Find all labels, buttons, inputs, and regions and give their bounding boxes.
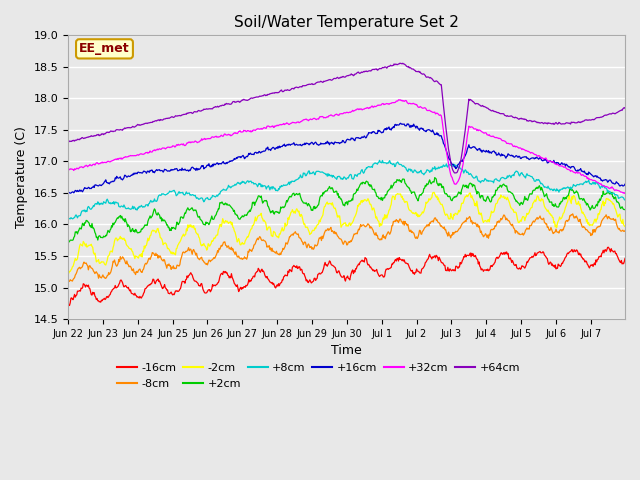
-8cm <box>280 245 288 251</box>
+2cm <box>621 207 629 213</box>
Line: +64cm: +64cm <box>68 63 625 173</box>
+2cm <box>436 182 444 188</box>
-16cm <box>131 292 138 298</box>
-8cm <box>621 228 629 233</box>
-2cm <box>131 253 138 259</box>
Line: +16cm: +16cm <box>68 123 625 194</box>
Title: Soil/Water Temperature Set 2: Soil/Water Temperature Set 2 <box>234 15 459 30</box>
+32cm <box>232 131 239 136</box>
+64cm <box>260 93 268 98</box>
-2cm <box>430 190 438 195</box>
+16cm <box>397 120 404 126</box>
-16cm <box>436 256 444 262</box>
Line: +2cm: +2cm <box>68 178 625 243</box>
Line: -8cm: -8cm <box>68 214 625 283</box>
Line: -16cm: -16cm <box>68 247 625 305</box>
+32cm <box>620 191 628 196</box>
+16cm <box>280 141 288 147</box>
+16cm <box>436 133 444 139</box>
-8cm <box>435 220 443 226</box>
-16cm <box>604 244 612 250</box>
+2cm <box>232 211 239 217</box>
+64cm <box>129 124 137 130</box>
-8cm <box>404 222 412 228</box>
-2cm <box>260 217 268 223</box>
Line: +32cm: +32cm <box>68 100 625 193</box>
-2cm <box>233 235 241 241</box>
+8cm <box>621 197 629 203</box>
-2cm <box>64 270 72 276</box>
+64cm <box>64 140 72 145</box>
-16cm <box>64 301 72 307</box>
-2cm <box>404 206 412 212</box>
+8cm <box>65 216 72 222</box>
+16cm <box>404 121 412 127</box>
Y-axis label: Temperature (C): Temperature (C) <box>15 126 28 228</box>
+8cm <box>436 165 444 170</box>
+2cm <box>404 184 412 190</box>
-8cm <box>129 266 137 272</box>
+16cm <box>232 156 239 162</box>
+8cm <box>406 167 413 173</box>
+8cm <box>260 183 268 189</box>
+64cm <box>436 81 444 87</box>
+8cm <box>282 182 289 188</box>
-16cm <box>66 302 74 308</box>
+2cm <box>260 199 268 204</box>
+16cm <box>260 148 268 154</box>
Text: EE_met: EE_met <box>79 42 130 55</box>
+2cm <box>64 240 72 246</box>
+32cm <box>280 122 288 128</box>
-16cm <box>260 270 268 276</box>
-2cm <box>65 270 72 276</box>
-16cm <box>282 272 289 278</box>
+32cm <box>404 101 412 107</box>
-16cm <box>233 284 241 289</box>
+64cm <box>280 88 288 94</box>
+64cm <box>451 170 459 176</box>
-2cm <box>282 220 289 226</box>
+16cm <box>64 192 72 197</box>
-2cm <box>436 201 444 207</box>
+64cm <box>621 106 629 111</box>
Line: -2cm: -2cm <box>68 192 625 273</box>
+64cm <box>232 99 239 105</box>
+16cm <box>621 181 629 187</box>
+16cm <box>129 172 137 178</box>
+32cm <box>621 190 629 195</box>
Line: +8cm: +8cm <box>68 160 625 219</box>
-8cm <box>569 211 577 217</box>
+8cm <box>64 214 72 220</box>
+64cm <box>404 64 412 70</box>
+8cm <box>131 204 138 210</box>
X-axis label: Time: Time <box>331 344 362 357</box>
-8cm <box>64 280 72 286</box>
+64cm <box>396 60 404 66</box>
-16cm <box>404 263 412 268</box>
+8cm <box>376 157 383 163</box>
+2cm <box>431 175 438 180</box>
-16cm <box>621 255 629 261</box>
+8cm <box>233 181 241 187</box>
+2cm <box>280 204 288 210</box>
+32cm <box>396 97 403 103</box>
-8cm <box>260 237 268 243</box>
+32cm <box>436 112 444 118</box>
-8cm <box>232 249 239 255</box>
+32cm <box>64 167 72 173</box>
Legend: -16cm, -8cm, -2cm, +2cm, +8cm, +16cm, +32cm, +64cm: -16cm, -8cm, -2cm, +2cm, +8cm, +16cm, +3… <box>113 359 525 393</box>
+32cm <box>129 153 137 158</box>
+32cm <box>260 125 268 131</box>
-2cm <box>621 224 629 229</box>
+2cm <box>129 228 137 234</box>
